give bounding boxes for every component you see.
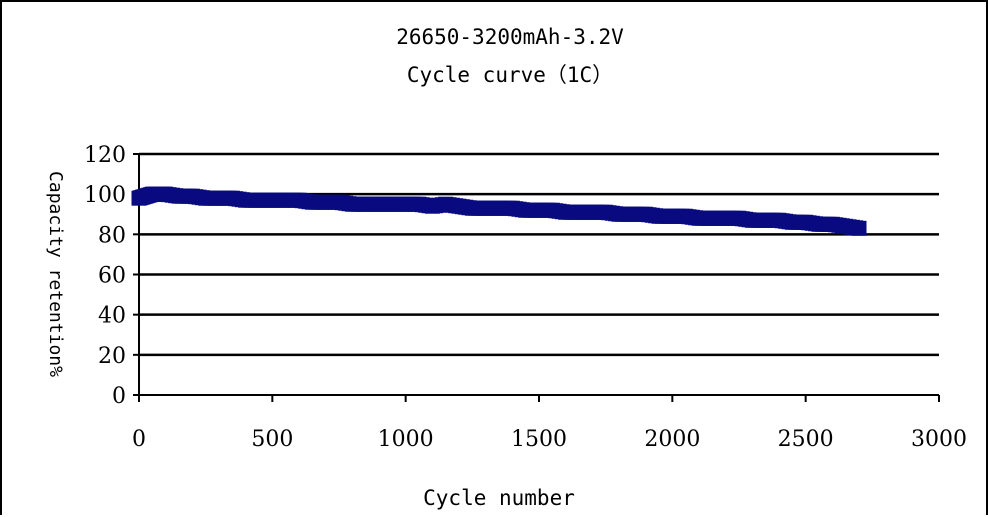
y-tick-label: 40 bbox=[98, 304, 126, 329]
x-tick-label: 1000 bbox=[378, 427, 434, 452]
chart-subtitle: Cycle curve（1C） bbox=[407, 63, 613, 87]
axes bbox=[133, 153, 940, 402]
x-tick-labels: 0 500 1000 1500 2000 2500 3000 bbox=[132, 427, 967, 452]
y-tick-labels: 0 20 40 60 80 100 120 bbox=[84, 143, 126, 409]
gridlines bbox=[139, 152, 939, 357]
y-tick-label: 20 bbox=[98, 344, 126, 369]
data-point bbox=[851, 220, 867, 236]
y-tick-label: 80 bbox=[98, 223, 126, 248]
y-tick-label: 100 bbox=[84, 183, 126, 208]
chart-title: 26650-3200mAh-3.2V bbox=[396, 25, 624, 49]
data-points bbox=[131, 186, 867, 236]
x-tick-label: 2000 bbox=[644, 427, 700, 452]
y-axis-label: Capacity retention% bbox=[45, 171, 66, 377]
x-tick-label: 0 bbox=[132, 427, 146, 452]
y-tick-label: 0 bbox=[112, 384, 126, 409]
x-tick-label: 2500 bbox=[778, 427, 834, 452]
y-tick-label: 120 bbox=[84, 143, 126, 168]
x-axis-label: Cycle number bbox=[423, 486, 575, 510]
x-tick-label: 3000 bbox=[911, 427, 967, 452]
y-tick-label: 60 bbox=[98, 264, 126, 289]
x-tick-label: 500 bbox=[251, 427, 293, 452]
x-tick-label: 1500 bbox=[511, 427, 567, 452]
